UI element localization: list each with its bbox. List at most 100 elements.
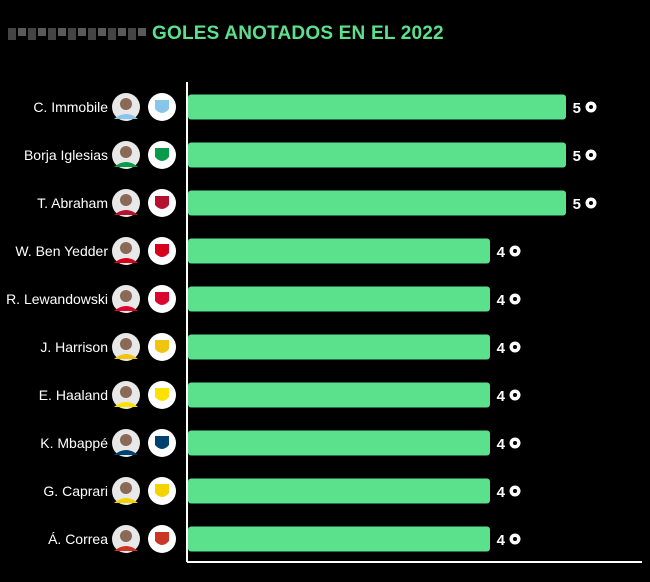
crest-shield — [155, 532, 169, 545]
crest-shield — [155, 388, 169, 401]
bar — [188, 478, 490, 504]
avatar-head — [120, 482, 132, 494]
ball-patch — [513, 441, 517, 445]
crest-shield — [155, 292, 169, 305]
avatar-head — [120, 194, 132, 206]
betis-crest-icon — [148, 141, 176, 169]
bar — [188, 526, 490, 552]
lazio-crest-icon — [148, 93, 176, 121]
player-avatar — [112, 237, 140, 265]
ball-patch — [513, 393, 517, 397]
player-avatar — [112, 93, 140, 121]
crest-shield — [155, 340, 169, 353]
category-label: R. Lewandowski — [6, 291, 108, 307]
atletico-crest-icon — [148, 525, 176, 553]
avatar-shirt — [114, 450, 138, 455]
dortmund-crest-icon — [148, 381, 176, 409]
avatar-shirt — [114, 210, 138, 215]
data-label: 4 — [497, 436, 506, 453]
bar — [188, 334, 490, 360]
data-label: 4 — [497, 292, 506, 309]
player-avatar — [112, 381, 140, 409]
ball-patch — [513, 249, 517, 253]
bar — [188, 238, 490, 264]
avatar-head — [120, 98, 132, 110]
data-label: 4 — [497, 244, 506, 261]
crest-shield — [155, 100, 169, 113]
data-label: 4 — [497, 484, 506, 501]
avatar-shirt — [114, 354, 138, 359]
soccer-ball-icon — [509, 485, 521, 497]
data-label: 4 — [497, 532, 506, 549]
avatar-head — [120, 434, 132, 446]
data-label: 5 — [573, 196, 581, 213]
category-label: Á. Correa — [48, 531, 108, 547]
avatar-head — [120, 530, 132, 542]
bar — [188, 190, 566, 216]
avatar-head — [120, 386, 132, 398]
avatar-shirt — [114, 114, 138, 119]
player-avatar — [112, 477, 140, 505]
avatar-shirt — [114, 306, 138, 311]
soccer-ball-icon — [509, 293, 521, 305]
category-label: K. Mbappé — [40, 435, 108, 451]
crest-shield — [155, 244, 169, 257]
soccer-ball-icon — [509, 389, 521, 401]
crest-shield — [155, 436, 169, 449]
category-label: W. Ben Yedder — [15, 243, 108, 259]
bar — [188, 142, 566, 168]
psg-crest-icon — [148, 429, 176, 457]
soccer-ball-icon — [585, 101, 597, 113]
ball-patch — [589, 153, 593, 157]
avatar-head — [120, 338, 132, 350]
bar-chart: C. Immobile 5 Borja Iglesias 5 T. Abraham 5 W.… — [0, 82, 650, 577]
ball-patch — [513, 537, 517, 541]
category-label: G. Caprari — [43, 483, 108, 499]
monaco-crest-icon — [148, 237, 176, 265]
avatar-shirt — [114, 546, 138, 551]
soccer-ball-icon — [509, 341, 521, 353]
soccer-ball-icon — [509, 245, 521, 257]
avatar-shirt — [114, 258, 138, 263]
page-title: GOLES ANOTADOS EN EL 2022 — [152, 23, 444, 44]
soccer-ball-icon — [509, 533, 521, 545]
player-avatar — [112, 525, 140, 553]
player-avatar — [112, 141, 140, 169]
ball-patch — [589, 201, 593, 205]
soccer-ball-icon — [585, 149, 597, 161]
ball-patch — [513, 489, 517, 493]
soccer-ball-icon — [585, 197, 597, 209]
player-avatar — [112, 429, 140, 457]
avatar-shirt — [114, 402, 138, 407]
data-label: 4 — [497, 388, 506, 405]
category-label: C. Immobile — [33, 99, 108, 115]
category-label: T. Abraham — [37, 195, 108, 211]
ball-patch — [513, 297, 517, 301]
avatar-head — [120, 146, 132, 158]
verona-crest-icon — [148, 477, 176, 505]
avatar-head — [120, 290, 132, 302]
ball-patch — [589, 105, 593, 109]
blurred-logo — [8, 28, 146, 40]
bar — [188, 286, 490, 312]
avatar-shirt — [114, 162, 138, 167]
bayern-crest-icon — [148, 285, 176, 313]
category-label: E. Haaland — [39, 387, 108, 403]
bar — [188, 94, 566, 120]
roma-crest-icon — [148, 189, 176, 217]
bar-chart-svg: C. Immobile 5 Borja Iglesias 5 T. Abraham 5 W.… — [6, 82, 642, 563]
avatar-head — [120, 242, 132, 254]
header: GOLES ANOTADOS EN EL 2022 — [8, 18, 444, 50]
data-label: 5 — [573, 148, 581, 165]
player-avatar — [112, 189, 140, 217]
leeds-crest-icon — [148, 333, 176, 361]
bar — [188, 430, 490, 456]
category-label: J. Harrison — [40, 339, 108, 355]
soccer-ball-icon — [509, 437, 521, 449]
data-label: 4 — [497, 340, 506, 357]
player-avatar — [112, 285, 140, 313]
avatar-shirt — [114, 498, 138, 503]
bar — [188, 382, 490, 408]
ball-patch — [513, 345, 517, 349]
crest-shield — [155, 148, 169, 161]
